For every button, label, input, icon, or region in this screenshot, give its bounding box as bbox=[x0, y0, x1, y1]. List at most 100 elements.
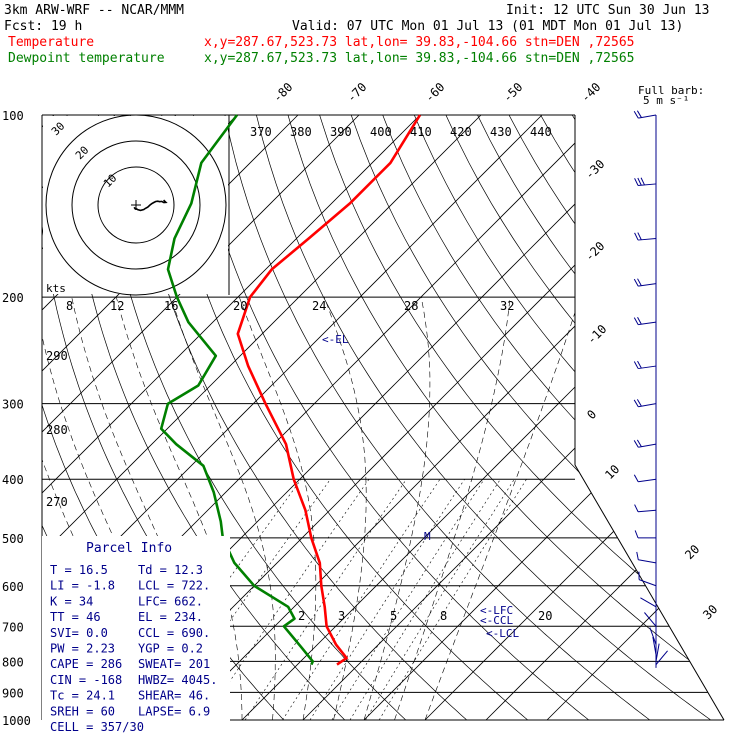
dry-adiabat bbox=[256, 115, 712, 720]
wind-barb-flag bbox=[634, 178, 639, 186]
dewpoint-profile bbox=[159, 114, 315, 666]
dry-adiabat bbox=[508, 115, 724, 720]
isotherm-line bbox=[302, 115, 724, 720]
parcel-row-right: CCL = 690. bbox=[138, 626, 210, 640]
pressure-tick-label: 900 bbox=[2, 686, 24, 700]
hodograph-ring bbox=[71, 140, 201, 270]
parcel-row-right: LFC= 662. bbox=[138, 594, 203, 608]
wind-barb-flag bbox=[636, 439, 642, 447]
mixing-ratio-label: 12 bbox=[110, 299, 124, 313]
wind-barb-flag bbox=[637, 278, 642, 286]
mixing-ratio-low-label: 20 bbox=[538, 609, 552, 623]
mixing-ratio-line bbox=[244, 479, 407, 720]
init-label: Init: 12 UTC Sun 30 Jun 13 bbox=[506, 3, 710, 18]
wind-barb bbox=[644, 612, 657, 627]
pressure-tick-label: 600 bbox=[2, 580, 24, 594]
wet-bulb-zero-marker: M bbox=[424, 530, 431, 543]
theta-label: 420 bbox=[450, 125, 472, 139]
wind-barb-flag bbox=[637, 177, 642, 186]
dry-adiabat bbox=[382, 115, 724, 720]
isotherm-label: -20 bbox=[582, 239, 607, 264]
hodograph-ring bbox=[97, 166, 175, 244]
mixing-ratio-label: 16 bbox=[164, 299, 178, 313]
wind-barb bbox=[655, 643, 660, 662]
mixing-ratio-label: 32 bbox=[500, 299, 514, 313]
mixing-ratio-low-label: 5 bbox=[390, 609, 397, 623]
dry-adiabat bbox=[413, 115, 724, 720]
isotherm-line bbox=[485, 115, 724, 720]
theta-label: 370 bbox=[250, 125, 272, 139]
parcel-row-right: SHEAR= 46. bbox=[138, 689, 210, 703]
wind-barb-flag bbox=[633, 399, 639, 408]
isotherm-label: -40 bbox=[578, 80, 603, 105]
parcel-row-right: LAPSE= 6.9 bbox=[138, 704, 210, 718]
dry-adiabat bbox=[129, 115, 468, 720]
parcel-row-left: CIN = -168 bbox=[50, 673, 122, 687]
isotherm-line bbox=[42, 115, 421, 720]
wind-barb bbox=[638, 559, 657, 564]
wind-barb-flag bbox=[633, 474, 639, 482]
isotherm-label: -80 bbox=[270, 80, 295, 105]
isotherm-line bbox=[546, 115, 724, 720]
forecast-hour-label: Fcst: 19 h bbox=[4, 19, 82, 34]
sounding-profiles bbox=[159, 114, 422, 666]
dewpoint-legend: Dewpoint temperature bbox=[8, 51, 165, 66]
mixing-ratio-line bbox=[349, 479, 501, 720]
wind-barb-flag bbox=[637, 360, 642, 369]
parcel-info-title: Parcel Info bbox=[86, 541, 172, 556]
mixing-ratio-label: 24 bbox=[312, 299, 326, 313]
theta-label: 410 bbox=[410, 125, 432, 139]
parcel-row-right: HWBZ= 4045. bbox=[138, 673, 217, 687]
barb-legend-value: 5 m s⁻¹ bbox=[643, 94, 689, 107]
wind-barb bbox=[638, 478, 657, 483]
parcel-row-left: Tc = 24.1 bbox=[50, 689, 115, 703]
isotherm-label: 0 bbox=[584, 407, 599, 422]
parcel-row-right: LCL = 722. bbox=[138, 579, 210, 593]
wind-barb-column bbox=[633, 110, 668, 668]
pressure-tick-label: 200 bbox=[2, 291, 24, 305]
pressure-tick-label: 800 bbox=[2, 655, 24, 669]
wind-barb bbox=[655, 650, 668, 665]
moist-adiabat bbox=[324, 296, 367, 720]
dry-adiabat bbox=[224, 115, 651, 720]
wind-barb-flag bbox=[633, 317, 639, 325]
pressure-tick-label: 500 bbox=[2, 532, 24, 546]
theta-label: 390 bbox=[330, 125, 352, 139]
parcel-row-left: CAPE = 286 bbox=[50, 657, 122, 671]
theta-low-label: 290 bbox=[46, 349, 68, 363]
parcel-row-left: TT = 46 bbox=[50, 610, 101, 624]
hodograph-unit: kts bbox=[46, 282, 66, 295]
model-label: 3km ARW-WRF -- NCAR/MMM bbox=[4, 3, 184, 18]
isotherm-line bbox=[42, 115, 543, 720]
parcel-row-left: SVI= 0.0 bbox=[50, 626, 108, 640]
wind-barb bbox=[638, 579, 657, 587]
lcl-marker: <-LCL bbox=[486, 627, 519, 640]
wind-barb-flag bbox=[633, 361, 639, 369]
dry-adiabat bbox=[192, 115, 590, 720]
isotherm-label: -30 bbox=[582, 157, 607, 182]
parcel-row-left: SREH = 60 bbox=[50, 704, 115, 718]
temperature-profile bbox=[236, 114, 422, 666]
lfc-marker: <-LFC bbox=[480, 604, 513, 617]
hodograph-trace bbox=[133, 199, 168, 212]
theta-label: 440 bbox=[530, 125, 552, 139]
theta-low-label: 280 bbox=[46, 423, 68, 437]
isotherm-label: -70 bbox=[344, 80, 369, 105]
theta-low-label: 270 bbox=[46, 495, 68, 509]
pressure-tick-label: 700 bbox=[2, 620, 24, 634]
dry-adiabat bbox=[350, 115, 724, 720]
wind-barb bbox=[649, 627, 657, 645]
wind-barb-flag bbox=[634, 504, 639, 512]
wind-barb bbox=[652, 636, 657, 655]
theta-label: 430 bbox=[490, 125, 512, 139]
parcel-row-left: K = 34 bbox=[50, 594, 93, 608]
wind-barb-flag bbox=[637, 232, 642, 240]
dry-adiabat bbox=[98, 115, 407, 720]
frame-diagonal bbox=[574, 464, 725, 721]
pressure-tick-label: 400 bbox=[2, 473, 24, 487]
parcel-row-right: Td = 12.3 bbox=[138, 563, 203, 577]
valid-time-label: Valid: 07 UTC Mon 01 Jul 13 (01 MDT Mon … bbox=[292, 19, 683, 34]
